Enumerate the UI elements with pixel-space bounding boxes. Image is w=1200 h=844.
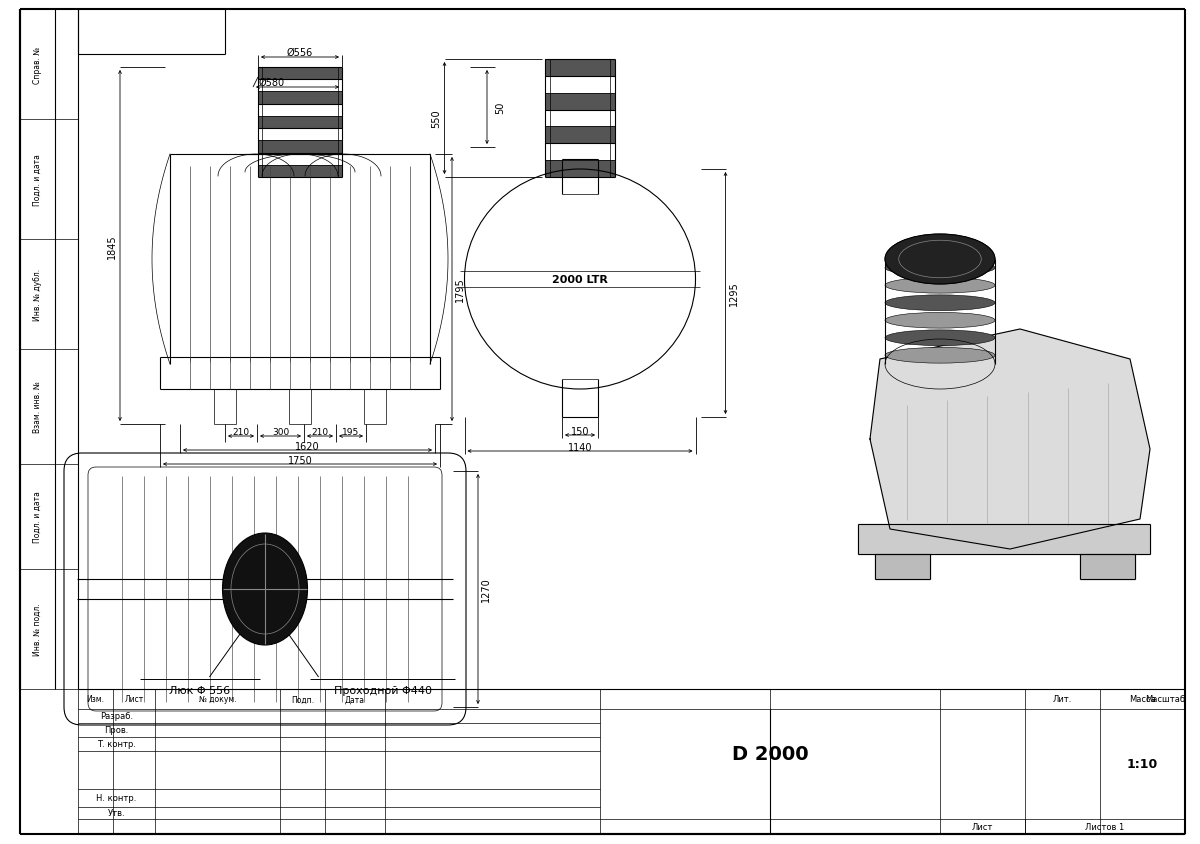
Text: Проходной Φ440: Проходной Φ440 — [334, 685, 432, 695]
Bar — [545, 161, 616, 178]
Text: 300: 300 — [272, 428, 289, 437]
Text: 1:10: 1:10 — [1127, 758, 1158, 771]
Polygon shape — [858, 524, 1150, 555]
Text: 550: 550 — [432, 110, 442, 128]
Bar — [545, 60, 616, 77]
Text: Люк Φ 556: Люк Φ 556 — [169, 685, 230, 695]
Text: 1750: 1750 — [288, 456, 312, 465]
Ellipse shape — [886, 235, 995, 284]
Text: Пров.: Пров. — [104, 726, 128, 734]
Text: 50: 50 — [496, 101, 505, 114]
Text: Справ. №: Справ. № — [32, 46, 42, 84]
Text: Подл. и дата: Подл. и дата — [32, 491, 42, 543]
Text: 150: 150 — [571, 426, 589, 436]
Bar — [545, 127, 616, 144]
Polygon shape — [870, 330, 1150, 549]
Bar — [258, 68, 342, 80]
Text: Т. контр.: Т. контр. — [97, 739, 136, 749]
Bar — [258, 116, 342, 129]
Ellipse shape — [886, 348, 995, 364]
Bar — [258, 165, 342, 178]
Text: 210: 210 — [233, 428, 250, 437]
Ellipse shape — [886, 261, 995, 276]
Text: Разраб.: Разраб. — [100, 711, 133, 721]
Text: Инв. № подл.: Инв. № подл. — [32, 603, 42, 656]
Ellipse shape — [886, 278, 995, 294]
Ellipse shape — [222, 533, 307, 645]
Text: Утв.: Утв. — [108, 809, 125, 818]
Text: Взам. инв. №: Взам. инв. № — [32, 381, 42, 433]
Text: Лит.: Лит. — [1052, 695, 1072, 704]
Polygon shape — [1080, 555, 1135, 579]
Text: Листов 1: Листов 1 — [1085, 822, 1124, 831]
Text: 1795: 1795 — [455, 278, 466, 302]
Text: Подл. и дата: Подл. и дата — [32, 154, 42, 206]
Bar — [545, 94, 616, 111]
Text: Инв. № дубл.: Инв. № дубл. — [32, 268, 42, 321]
Text: 1620: 1620 — [295, 441, 320, 452]
Text: Масштаб: Масштаб — [1145, 695, 1186, 704]
Text: D 2000: D 2000 — [732, 744, 809, 764]
Text: Подп.: Подп. — [290, 695, 314, 704]
Text: 210: 210 — [312, 428, 329, 437]
Text: Ø580: Ø580 — [259, 78, 286, 88]
Text: 1270: 1270 — [481, 577, 491, 602]
Text: Лист: Лист — [125, 695, 144, 704]
Ellipse shape — [886, 331, 995, 346]
Text: 1295: 1295 — [728, 281, 738, 306]
Text: 1845: 1845 — [107, 234, 118, 258]
Text: 195: 195 — [342, 428, 360, 437]
Bar — [258, 141, 342, 154]
Text: Масса: Масса — [1129, 695, 1156, 704]
Text: № докум.: № докум. — [199, 695, 236, 704]
Polygon shape — [875, 555, 930, 579]
Ellipse shape — [886, 313, 995, 328]
Text: Ø556: Ø556 — [287, 48, 313, 58]
Text: Изм.: Изм. — [86, 695, 104, 704]
Bar — [258, 92, 342, 105]
Text: Н. контр.: Н. контр. — [96, 793, 137, 803]
Text: 1140: 1140 — [568, 442, 593, 452]
Text: 2000 LTR: 2000 LTR — [552, 274, 608, 284]
Ellipse shape — [886, 295, 995, 311]
Text: Дата: Дата — [346, 695, 365, 704]
Text: Лист: Лист — [972, 822, 994, 831]
